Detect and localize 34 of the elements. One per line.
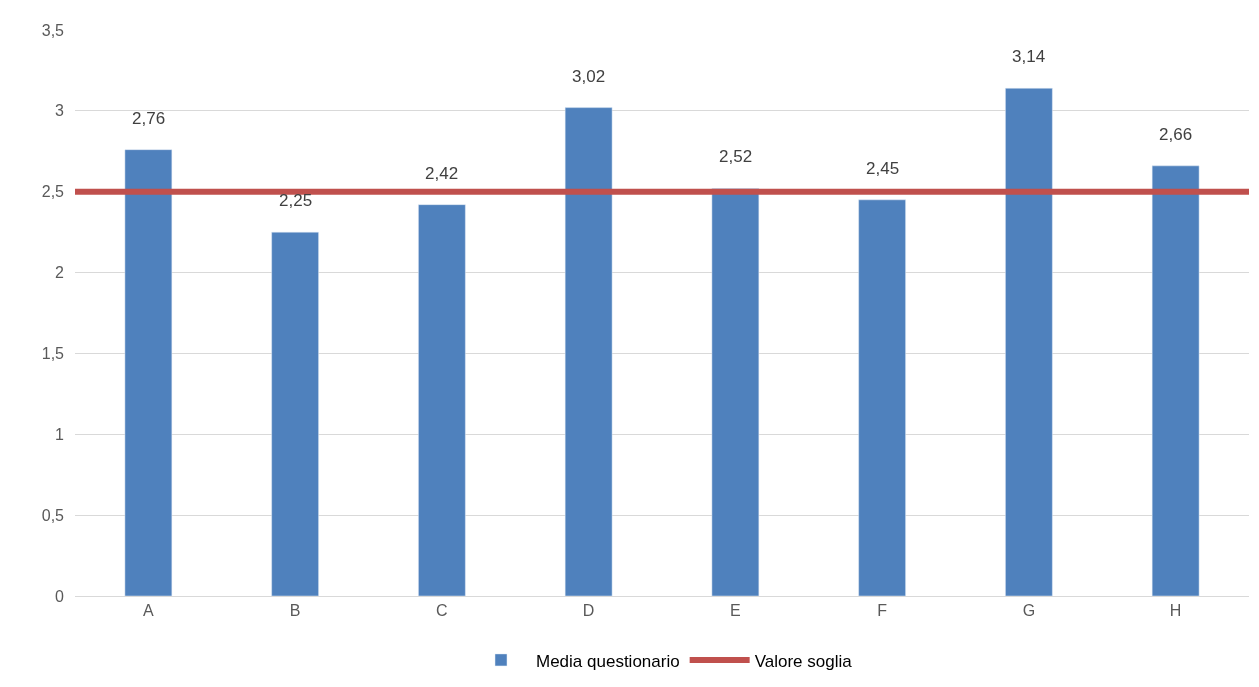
bar (1005, 87, 1053, 596)
y-tick-label: 2,5 (41, 183, 65, 201)
y-tick-label: 2 (55, 264, 65, 282)
y-tick-label: 1,5 (41, 345, 65, 363)
y-tick-label: 3,5 (41, 21, 65, 39)
data-label: 2,45 (866, 159, 900, 178)
data-label: 2,76 (132, 109, 166, 128)
data-label: 3,14 (1012, 47, 1046, 66)
y-tick-label: 1 (55, 425, 65, 443)
x-tick-label: D (582, 602, 595, 620)
data-label: 3,02 (572, 67, 606, 86)
x-tick-label: G (1022, 602, 1036, 620)
bar (711, 188, 760, 596)
y-tick-label: 3 (55, 102, 65, 120)
x-tick-label: A (143, 602, 155, 620)
x-tick-label: B (289, 602, 301, 620)
legend-label: Media questionario (536, 651, 680, 671)
y-tick-label: 0,5 (41, 506, 65, 524)
data-label: 2,52 (719, 147, 753, 166)
data-label: 2,66 (1159, 125, 1193, 144)
bar (418, 204, 466, 596)
bar (564, 107, 613, 596)
y-tick-label: 0 (55, 587, 65, 605)
bar (124, 149, 173, 596)
x-tick-label: F (877, 602, 888, 620)
data-label: 2,25 (279, 191, 313, 210)
legend-label: Valore soglia (754, 651, 853, 671)
data-label: 2,42 (425, 164, 459, 183)
bar (1151, 165, 1200, 596)
x-tick-label: C (436, 602, 448, 620)
x-tick-label: E (730, 602, 741, 620)
bar (271, 231, 319, 596)
bar (858, 199, 906, 596)
x-tick-label: H (1169, 602, 1182, 620)
